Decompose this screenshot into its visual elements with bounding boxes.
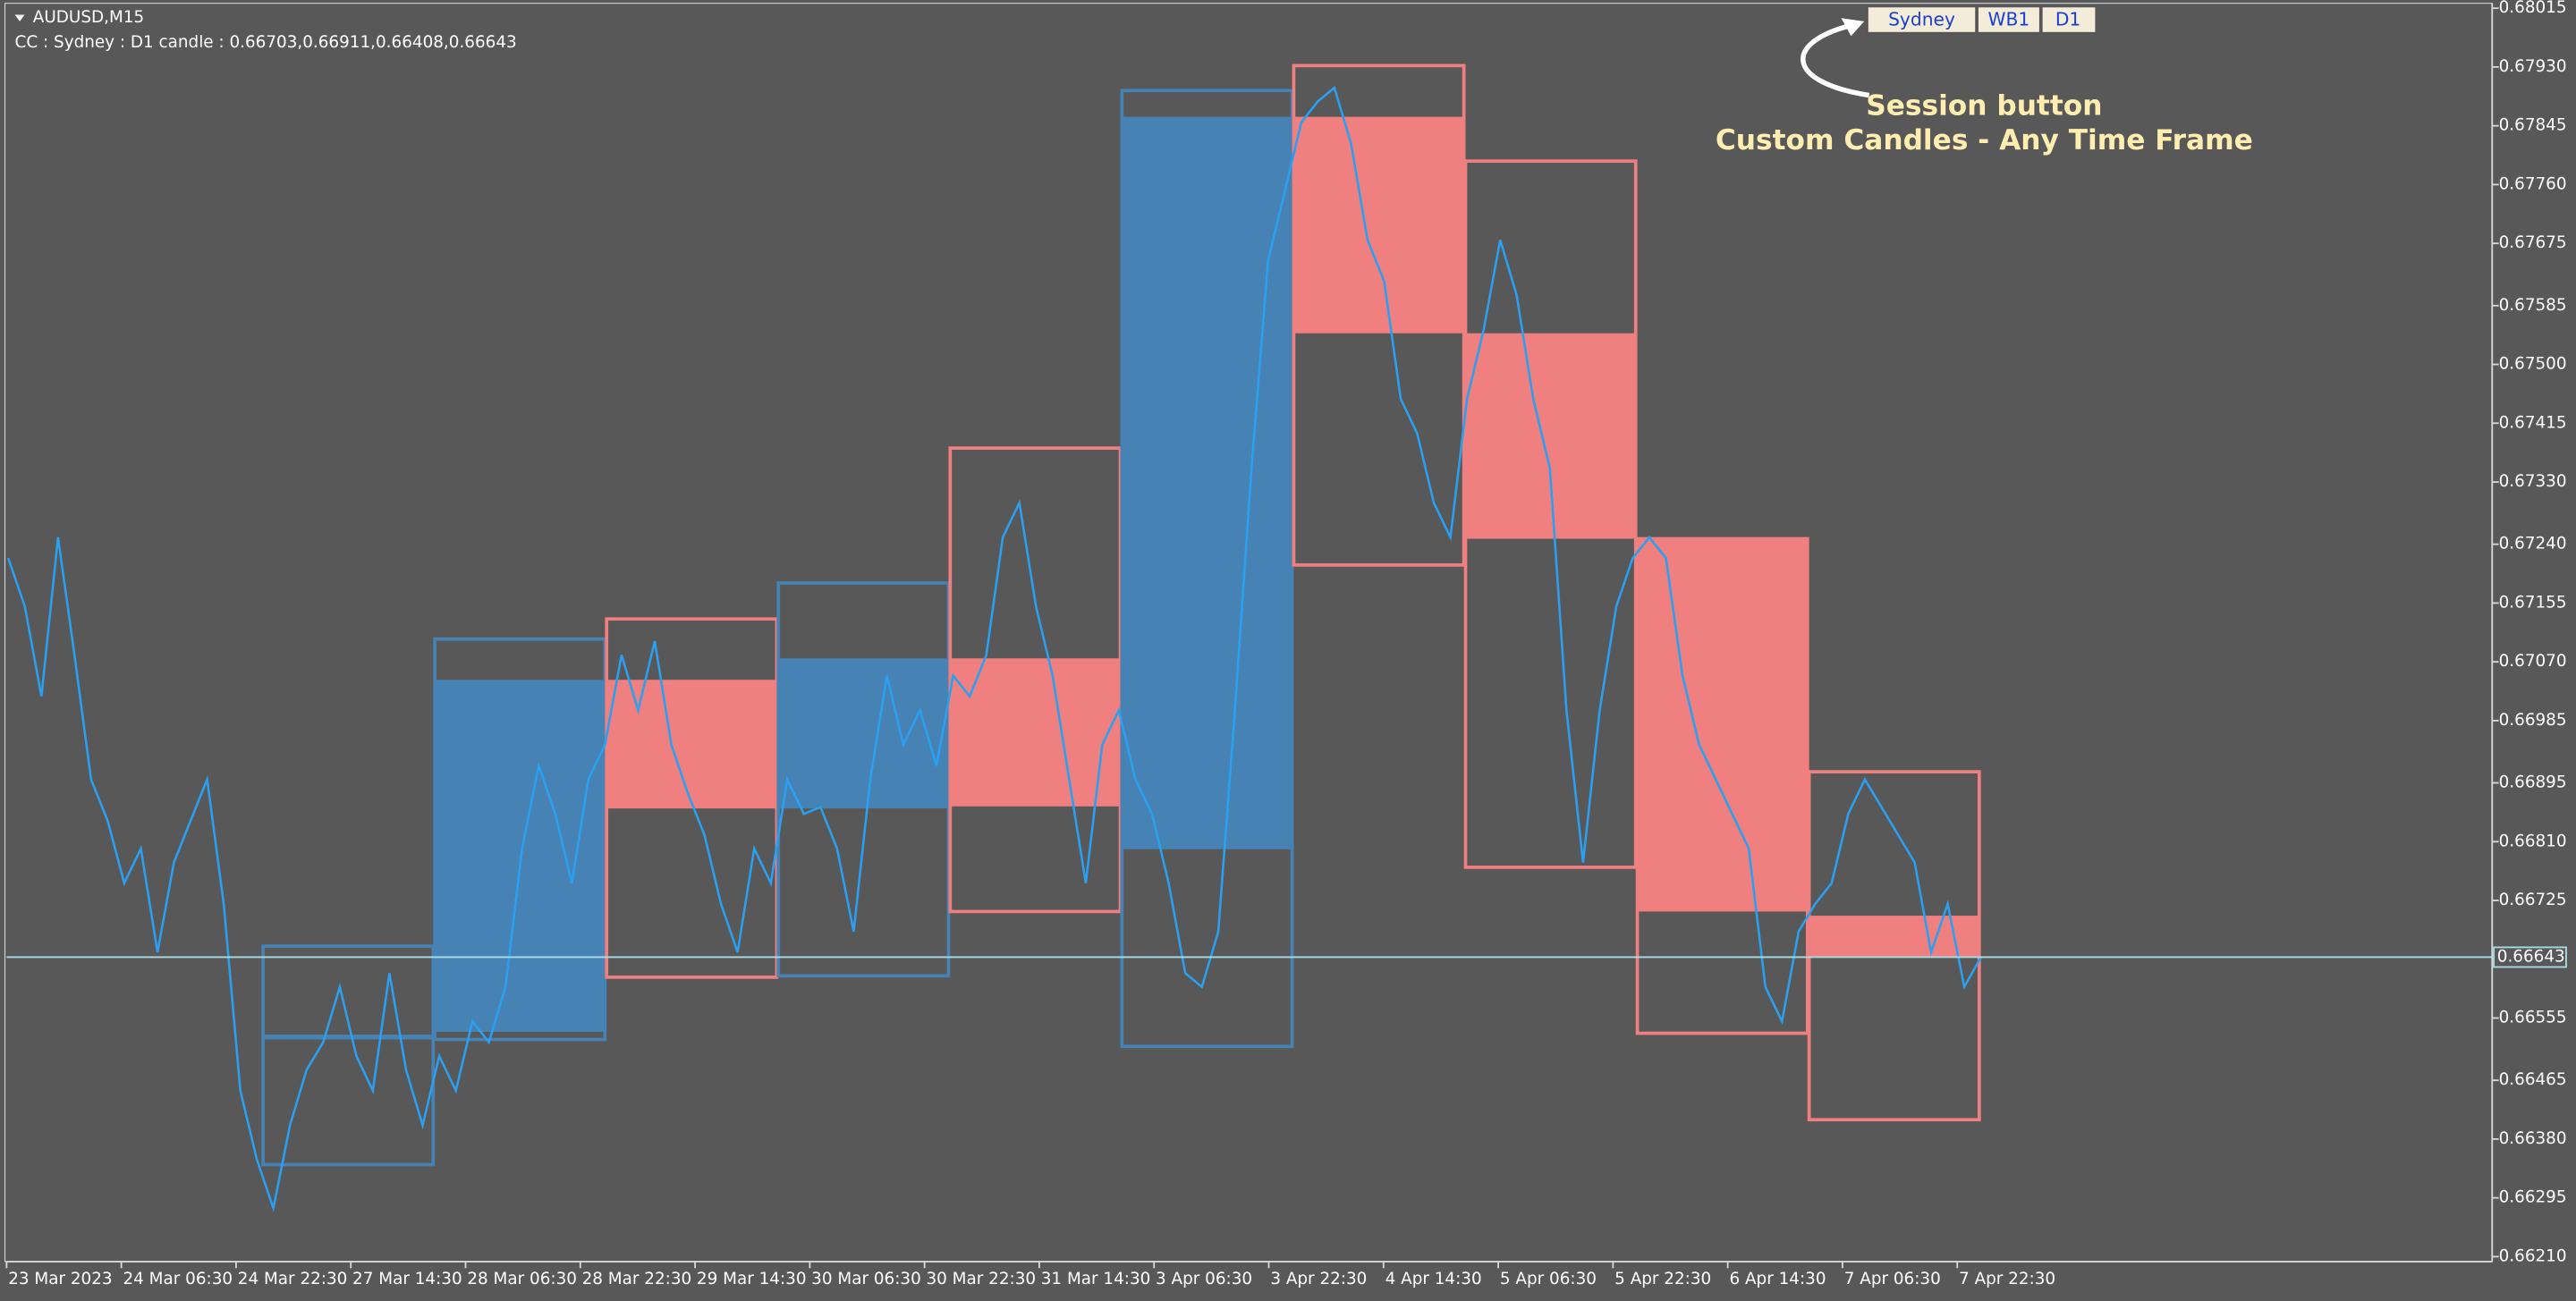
candle-body [1637, 540, 1808, 912]
arrowhead [1841, 18, 1865, 37]
current-price-box [2493, 946, 2567, 968]
y-tick-label: 0.67585 [2499, 296, 2567, 315]
annotation: Session button [1866, 89, 2102, 122]
arrow [1801, 21, 1870, 98]
dropdown-icon [14, 14, 25, 21]
x-tick-label: 7 Apr 06:30 [1844, 1270, 1941, 1288]
candle-range [261, 944, 436, 1167]
current-price-label: 0.66643 [2497, 947, 2565, 966]
y-tick-label: 0.67155 [2499, 593, 2567, 612]
plot-area [6, 63, 1982, 1213]
candle-range [1807, 770, 1981, 1122]
price-line [6, 85, 1982, 1213]
x-tick-label: 3 Apr 22:30 [1270, 1270, 1367, 1288]
plot-border [4, 3, 2493, 1263]
y-tick-label: 0.66985 [2499, 711, 2567, 730]
y-tick-label: 0.67760 [2499, 174, 2567, 193]
y-tick-label: 0.66895 [2499, 773, 2567, 792]
y-tick-label: 0.67930 [2499, 57, 2567, 76]
y-tick-label: 0.66810 [2499, 832, 2567, 850]
session-buttons: Sydney WB1 D1 [1866, 5, 2097, 34]
y-tick-label: 0.66725 [2499, 891, 2567, 909]
x-tick-label: 29 Mar 14:30 [697, 1270, 807, 1288]
y-tick-label: 0.66555 [2499, 1009, 2567, 1027]
y-tick-label: 0.68015 [2499, 0, 2567, 17]
button[interactable] [1866, 5, 1978, 34]
candle-body [1293, 116, 1464, 334]
candle-body [1122, 116, 1292, 849]
y-tick-label: 0.67415 [2499, 413, 2567, 432]
y-tick-label: 0.67845 [2499, 116, 2567, 135]
x-tick-label: 27 Mar 14:30 [352, 1270, 462, 1288]
annotation: Custom Candles - Any Time Frame [1716, 124, 2253, 156]
x-tick-label: 24 Mar 22:30 [238, 1270, 348, 1288]
button-label[interactable]: Sydney [1888, 8, 1955, 30]
y-tick-label: 0.67675 [2499, 233, 2567, 252]
y-tick-label: 0.67500 [2499, 355, 2567, 374]
x-tick-label: 23 Mar 2023 [8, 1270, 112, 1288]
button[interactable] [1977, 5, 2041, 34]
x-tick-label: 4 Apr 14:30 [1385, 1270, 1482, 1288]
candle-range [1463, 159, 1638, 869]
button[interactable] [2040, 5, 2097, 34]
x-tick-label: 5 Apr 22:30 [1614, 1270, 1711, 1288]
x-tick-label: 7 Apr 22:30 [1959, 1270, 2055, 1288]
x-tick-label: 5 Apr 06:30 [1500, 1270, 1597, 1288]
x-tick-label: 3 Apr 06:30 [1156, 1270, 1252, 1288]
x-tick-label: 28 Mar 06:30 [467, 1270, 577, 1288]
y-tick-label: 0.66380 [2499, 1129, 2567, 1148]
y-tick-label: 0.66295 [2499, 1188, 2567, 1207]
y-tick-label: 0.66210 [2499, 1246, 2567, 1265]
chart-title: AUDUSD,M15 [33, 8, 144, 27]
candle-body [1465, 333, 1636, 539]
candle-range [1120, 89, 1294, 1049]
candle-range [948, 446, 1123, 914]
button-label[interactable]: D1 [2055, 8, 2080, 30]
y-tick-label: 0.67070 [2499, 652, 2567, 671]
candle-body [778, 658, 949, 809]
y-tick-label: 0.67330 [2499, 472, 2567, 491]
x-tick-label: 28 Mar 22:30 [582, 1270, 692, 1288]
y-tick-label: 0.66465 [2499, 1070, 2567, 1089]
x-tick-label: 31 Mar 14:30 [1041, 1270, 1151, 1288]
x-tick-label: 30 Mar 22:30 [926, 1270, 1036, 1288]
x-tick-label: 6 Apr 14:30 [1729, 1270, 1826, 1288]
x-tick-label: 30 Mar 06:30 [811, 1270, 921, 1288]
chart-subtitle: CC : Sydney : D1 candle : 0.66703,0.6691… [15, 33, 517, 52]
candle-body [606, 680, 777, 809]
y-tick-label: 0.67240 [2499, 535, 2567, 553]
x-tick-label: 24 Mar 06:30 [123, 1270, 233, 1288]
candle-body [435, 680, 606, 1033]
button-label[interactable]: WB1 [1988, 8, 2030, 30]
candle-body [950, 658, 1121, 807]
candle-body [263, 1035, 434, 1040]
